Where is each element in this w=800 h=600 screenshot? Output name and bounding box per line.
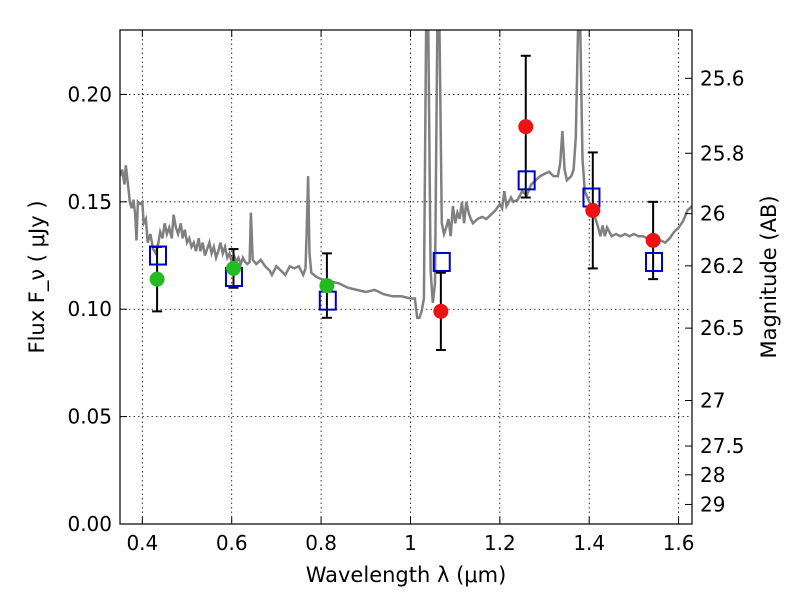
y2-axis-label: Magnitude (AB)	[757, 195, 781, 358]
spectrum-line	[120, 30, 692, 320]
y2-tick-label: 26.5	[700, 316, 745, 340]
x-tick-label: 1.2	[484, 531, 516, 555]
plot-area	[120, 30, 692, 352]
x-tick-label: 1.6	[663, 531, 695, 555]
y2-tick-label: 27.5	[700, 434, 745, 458]
y2-tick-label: 25.8	[700, 141, 745, 165]
green-data-point	[319, 278, 335, 294]
x-axis-label: Wavelength λ (μm)	[306, 563, 507, 587]
x-tick-label: 0.8	[305, 531, 337, 555]
model-square-marker	[645, 251, 664, 272]
x-tick-label: 0.6	[216, 531, 248, 555]
red-data-point	[518, 119, 534, 135]
y-tick-label: 0.00	[67, 512, 112, 536]
data-markers	[148, 119, 664, 319]
model-square-marker	[432, 251, 451, 272]
y-axis-ticks: 0.00 0.05 0.10 0.15 0.20	[67, 82, 127, 536]
y2-tick-label: 26	[700, 202, 725, 226]
y-axis-label: Flux F_ν ( μJy )	[25, 200, 50, 353]
y2-tick-label: 25.6	[700, 66, 745, 90]
green-data-point	[149, 271, 165, 287]
y-tick-label: 0.05	[67, 405, 112, 429]
green-data-point	[226, 260, 242, 276]
red-data-point	[585, 202, 601, 218]
y2-tick-label: 27	[700, 389, 725, 413]
y-tick-label: 0.15	[67, 190, 112, 214]
red-data-point	[645, 232, 661, 248]
y2-tick-label: 28	[700, 463, 725, 487]
y2-tick-label: 26.2	[700, 254, 745, 278]
model-square-marker	[148, 245, 167, 266]
plot-frame	[119, 29, 693, 525]
y-tick-label: 0.20	[67, 82, 112, 106]
x-axis-ticks: 0.4 0.6 0.8 1 1.2 1.4 1.6	[126, 30, 695, 555]
y-tick-label: 0.10	[67, 297, 112, 321]
y2-tick-label: 29	[700, 492, 725, 516]
x-tick-label: 0.4	[126, 531, 158, 555]
x-tick-label: 1	[404, 531, 417, 555]
y2-axis-ticks: 25.6 25.8 26 26.2 26.5 27 27.5 28 29	[685, 66, 745, 516]
red-data-point	[433, 303, 449, 319]
model-square-marker	[517, 170, 536, 191]
grid-lines	[120, 30, 692, 525]
x-tick-label: 1.4	[573, 531, 605, 555]
